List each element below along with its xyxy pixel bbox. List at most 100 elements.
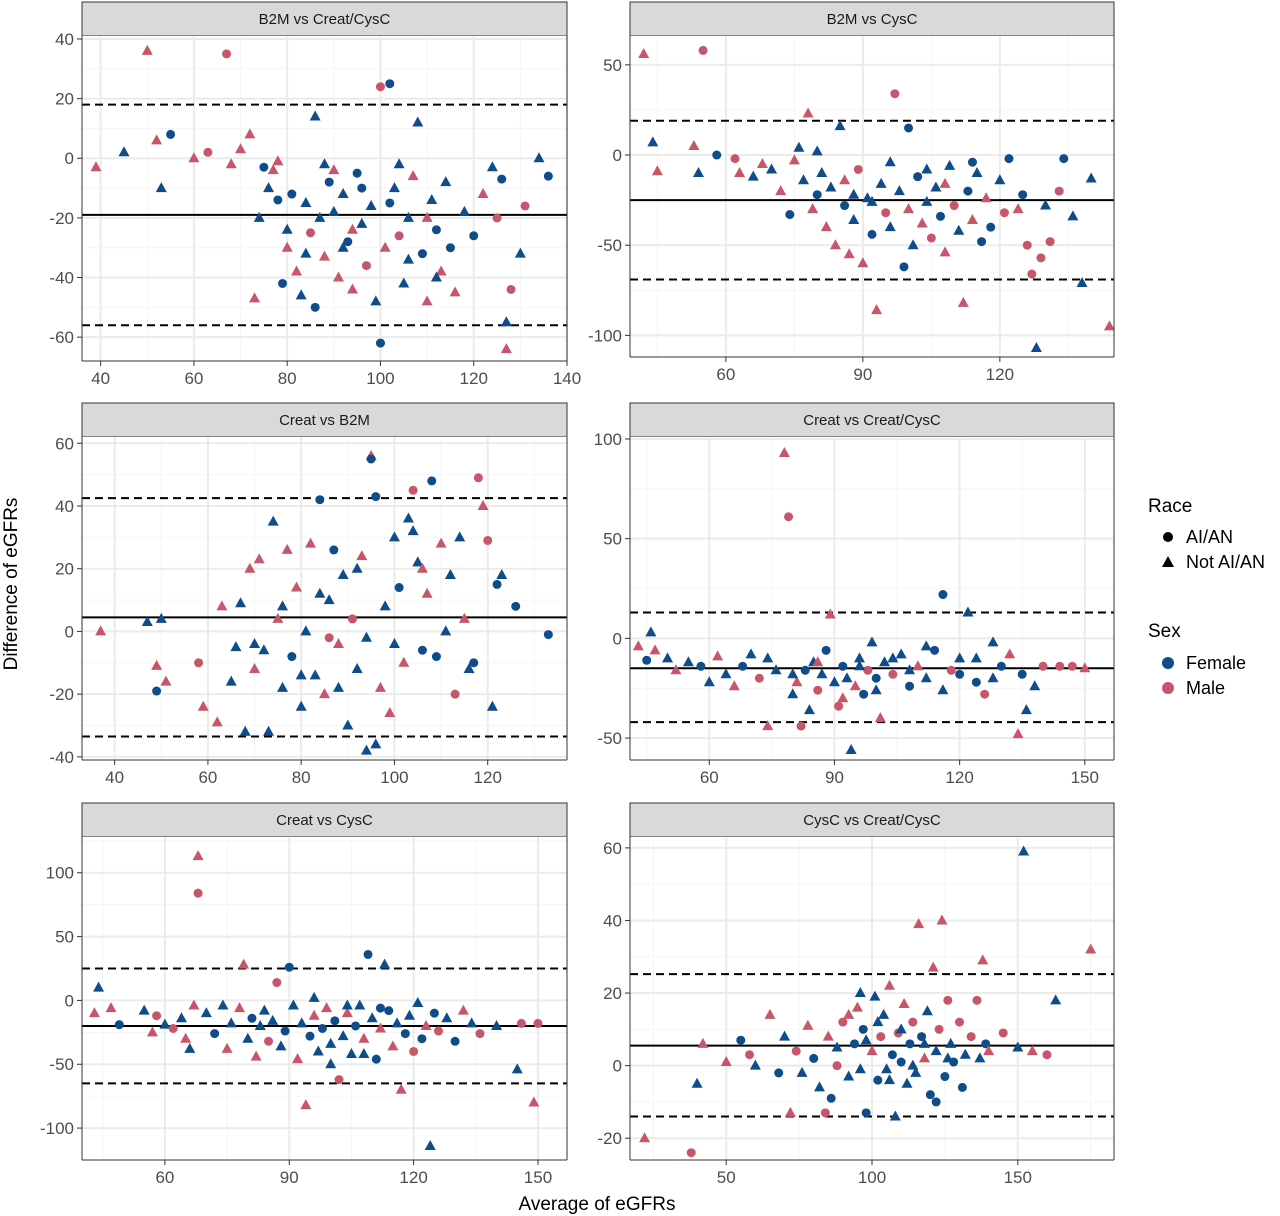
data-point	[959, 1048, 971, 1059]
data-point	[387, 1040, 399, 1051]
panel-5: Creat vs CysC 60 90 120 150 -100 -50 0 50 100	[40, 802, 568, 1187]
data-point	[263, 182, 275, 193]
data-point	[141, 616, 153, 627]
data-point	[834, 701, 844, 711]
data-point	[295, 289, 307, 300]
data-point	[159, 1018, 171, 1029]
data-point	[1012, 203, 1024, 214]
legend-female-marker	[1162, 657, 1174, 669]
data-point	[370, 295, 382, 306]
data-point	[457, 1004, 469, 1015]
data-point	[141, 44, 153, 55]
data-point	[354, 999, 366, 1010]
data-point	[184, 1042, 196, 1053]
data-point	[861, 1108, 871, 1118]
data-point	[908, 1017, 918, 1027]
data-point	[500, 343, 512, 354]
data-point	[324, 633, 334, 643]
facet-strip	[629, 1, 1115, 37]
data-point	[883, 979, 895, 990]
data-point	[291, 265, 303, 276]
data-point	[913, 918, 925, 929]
data-point	[983, 1045, 995, 1056]
x-tick-label: 120	[399, 1168, 427, 1187]
data-point	[917, 1032, 927, 1042]
data-point	[483, 535, 493, 545]
data-point	[918, 1052, 930, 1063]
data-point	[642, 655, 652, 665]
panel-background	[82, 837, 567, 1160]
y-tick-label: 0	[613, 146, 622, 165]
panel-6: CysC vs Creat/CysC 50 100 150 -20 0 20 40 60	[597, 802, 1115, 1187]
data-point	[1054, 186, 1064, 196]
data-point	[379, 600, 391, 611]
data-point	[854, 1063, 866, 1074]
data-point	[249, 637, 261, 648]
data-point	[762, 652, 774, 663]
data-point	[871, 304, 883, 315]
data-point	[473, 473, 483, 483]
data-point	[417, 1034, 427, 1044]
data-point	[849, 680, 861, 691]
data-point	[450, 1036, 460, 1046]
data-point	[277, 681, 289, 692]
data-point	[738, 661, 748, 671]
data-point	[426, 193, 438, 204]
panels: B2M vs Creat/CysC 40 60 80 100 120 140 -60 -40 -2…	[40, 1, 1115, 1187]
y-axis-title: Difference of eGFRs	[1, 498, 22, 671]
data-point	[1042, 1050, 1052, 1060]
data-point	[412, 116, 424, 127]
data-point	[379, 958, 391, 969]
data-point	[421, 295, 433, 306]
data-point	[398, 277, 410, 288]
data-point	[429, 1008, 439, 1018]
legend-triangle-marker	[1162, 556, 1174, 567]
facet-strip	[81, 402, 568, 438]
data-point	[211, 716, 223, 727]
data-point	[300, 1099, 312, 1110]
data-point	[393, 158, 405, 169]
data-point	[879, 656, 891, 667]
data-point	[764, 1008, 776, 1019]
y-tick-label: 40	[55, 497, 74, 516]
data-point	[458, 612, 470, 623]
y-tick-label: 50	[603, 56, 622, 75]
data-point	[843, 1070, 855, 1081]
data-point	[1020, 704, 1032, 715]
data-point	[980, 689, 990, 699]
data-point	[347, 614, 357, 624]
y-tick-label: -40	[49, 748, 74, 767]
data-point	[832, 1061, 842, 1071]
panel-background	[630, 437, 1114, 760]
data-point	[365, 199, 377, 210]
data-point	[938, 590, 948, 600]
data-point	[1067, 210, 1079, 221]
data-point	[357, 183, 367, 193]
legend-race-title: Race	[1148, 496, 1192, 517]
data-point	[175, 1012, 187, 1023]
data-point	[793, 141, 805, 152]
data-point	[854, 987, 866, 998]
data-point	[788, 154, 800, 165]
data-point	[829, 239, 841, 250]
data-point	[168, 1024, 178, 1034]
data-point	[802, 1019, 814, 1030]
data-point	[698, 45, 708, 55]
data-point	[787, 668, 799, 679]
data-point	[325, 1058, 337, 1069]
data-point	[791, 676, 803, 687]
x-tick-label: 90	[280, 1168, 299, 1187]
data-point	[895, 1023, 907, 1034]
data-point	[486, 161, 498, 172]
data-point	[244, 562, 256, 573]
data-point	[166, 129, 176, 139]
y-tick-label: 40	[603, 911, 622, 930]
data-point	[230, 641, 242, 652]
data-point	[925, 1090, 935, 1100]
data-point	[275, 1040, 287, 1051]
data-point	[324, 177, 334, 187]
data-point	[247, 1013, 257, 1023]
data-point	[180, 1032, 192, 1043]
data-point	[918, 1037, 930, 1048]
data-point	[809, 1053, 819, 1063]
